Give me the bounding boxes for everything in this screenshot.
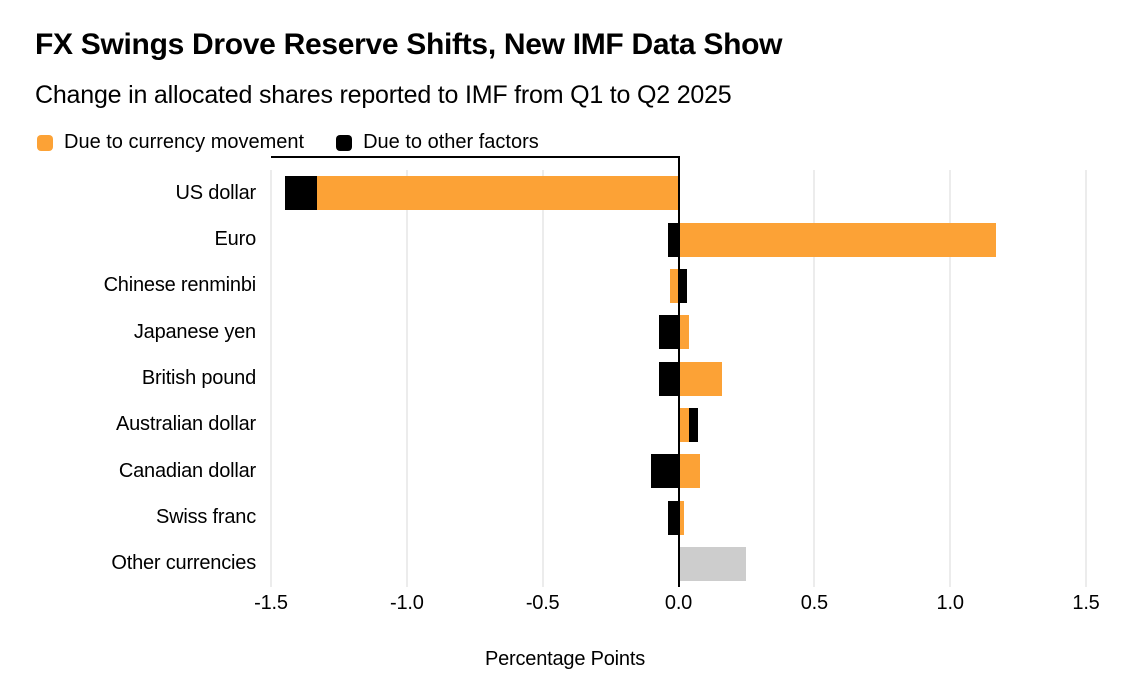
gridline [1085,170,1087,587]
legend-item-other-factors: Due to other factors [336,131,539,154]
bar-segment [678,454,701,489]
bar-segment [651,454,679,489]
bar-segment [678,546,747,581]
x-tick-label: -1.5 [254,592,288,614]
bar-segment [667,222,679,257]
bar-segment [678,500,684,535]
zero-axis-line [677,156,680,587]
chart-subtitle: Change in allocated shares reported to I… [35,81,732,109]
x-tick-label: -1.0 [389,592,424,614]
chart-title: FX Swings Drove Reserve Shifts, New IMF … [35,28,783,61]
bar-segment [659,361,679,396]
bar-segment [678,315,690,350]
orange-square-icon [37,134,53,151]
bar-segment [284,176,318,211]
category-label: Other currencies [111,552,256,575]
bar-segment [678,222,997,257]
legend: Due to currency movement Due to other fa… [37,131,539,154]
category-label: Chinese renminbi [103,274,257,297]
x-axis-title: Percentage Points [484,648,646,670]
category-label: British pound [141,366,256,389]
category-label: Japanese yen [133,320,256,343]
gridline [406,170,408,587]
plot-area [270,156,1087,587]
category-label: Swiss franc [155,505,256,528]
x-tick-label: 1.0 [936,592,964,614]
x-axis-tick-labels: -1.5 -1.0 -0.5 0.0 0.5 1.0 1.5 [254,592,1100,618]
x-tick-label: 0.5 [800,592,828,614]
gridline [270,170,272,587]
x-tick-label: 0.0 [664,592,693,614]
axis-top-spine [271,156,679,158]
gridline [813,170,815,587]
x-tick-label: 1.5 [1072,592,1100,614]
x-tick-label: -0.5 [525,592,560,614]
bar-segment [678,407,690,442]
category-label: US dollar [175,181,257,204]
legend-label-currency-movement: Due to currency movement [64,131,305,153]
legend-item-currency-movement: Due to currency movement [37,131,304,154]
bar-segment [317,176,679,211]
category-label: Canadian dollar [118,459,256,482]
legend-label-other-factors: Due to other factors [363,131,539,153]
category-axis-labels: US dollar Euro Chinese renminbi Japanese ye… [0,170,257,587]
black-square-icon [336,134,353,151]
bar-segment [659,315,679,350]
category-label: Australian dollar [115,413,256,436]
bar-segment [678,268,687,303]
bar-segment [678,361,722,396]
bar-segment [670,268,679,303]
category-label: Euro [214,227,257,250]
gridline [542,170,544,587]
bar-segment [689,407,698,442]
gridline [949,170,951,587]
bar-segment [667,500,679,535]
